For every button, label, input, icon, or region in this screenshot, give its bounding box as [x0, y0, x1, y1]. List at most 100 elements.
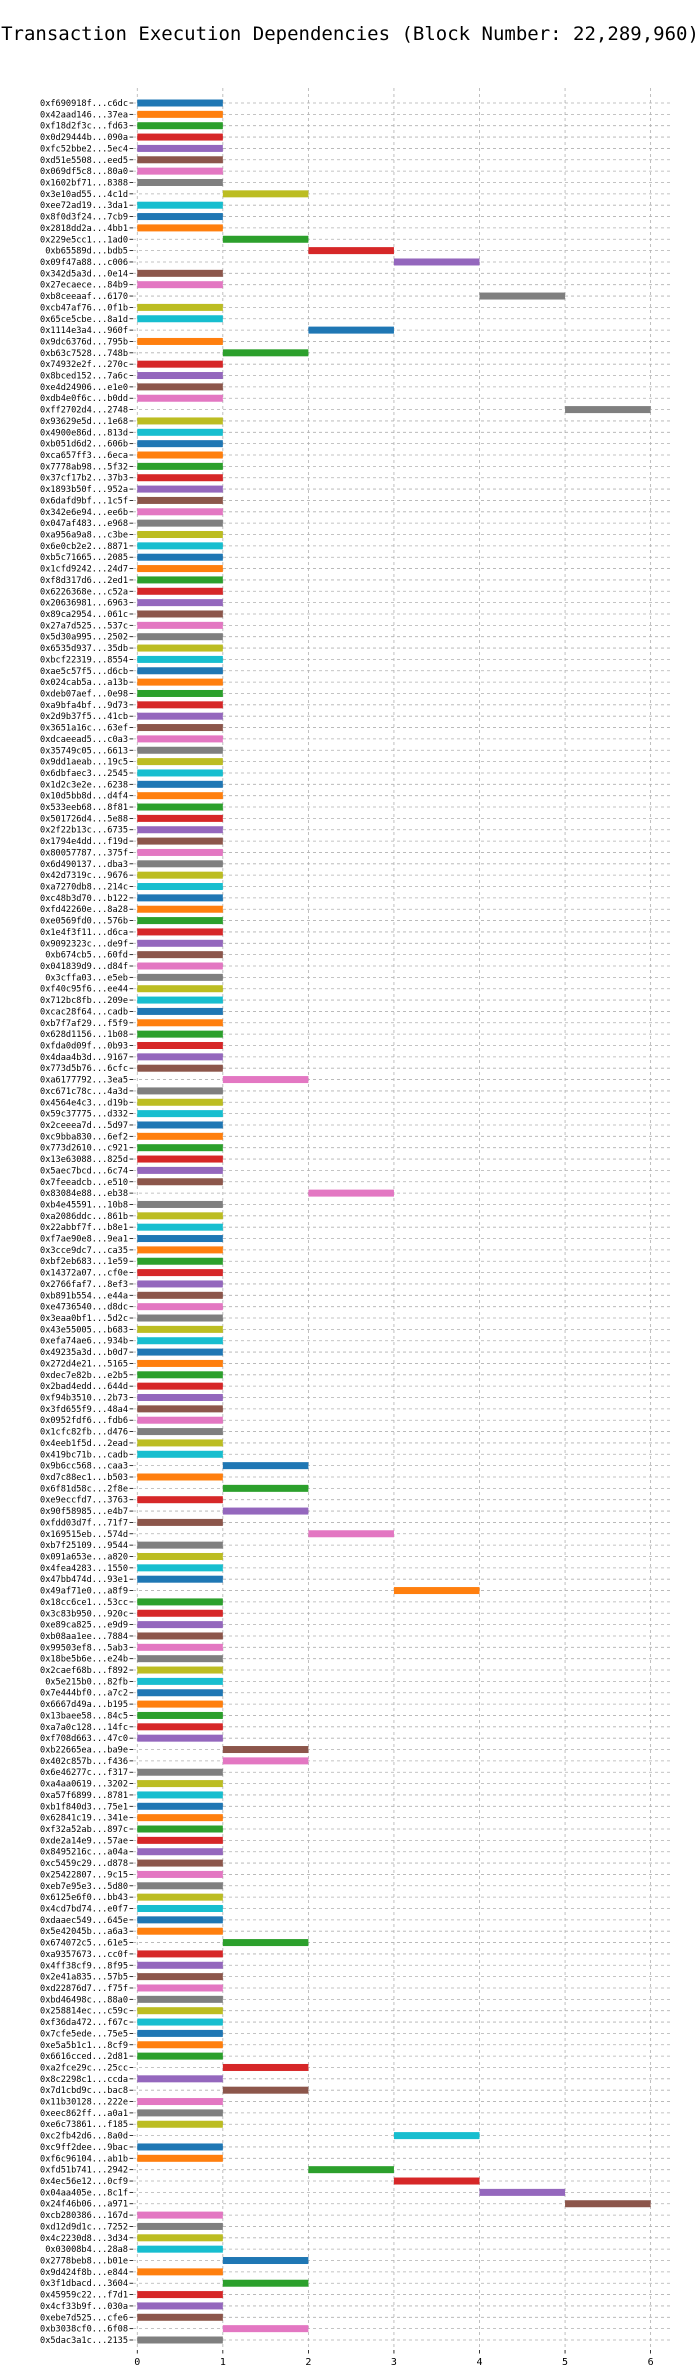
transaction-bar	[137, 1621, 223, 1629]
transaction-label: 0x6535d937...35db	[40, 644, 128, 654]
transaction-bar	[137, 2302, 223, 2310]
transaction-label: 0x8c2298c1...ccda	[40, 2075, 128, 2085]
transaction-bar	[137, 996, 223, 1004]
transaction-bar	[137, 1359, 223, 1367]
transaction-bar	[137, 1110, 223, 1118]
transaction-bar	[137, 440, 223, 448]
transaction-bar	[137, 201, 223, 209]
transaction-bar	[137, 99, 223, 107]
transaction-bar	[222, 2063, 309, 2071]
transaction-label: 0x27ecaece...84b9	[40, 281, 128, 291]
transaction-bar	[222, 2086, 309, 2094]
x-tick-label: 4	[476, 2357, 482, 2368]
transaction-label: 0x1d2c3e2e...6238	[40, 780, 128, 790]
transaction-bar	[137, 1416, 223, 1424]
transaction-label: 0xa4aa0619...3202	[40, 1780, 128, 1790]
transaction-bar	[137, 553, 223, 561]
transaction-bar	[137, 1768, 223, 1776]
transaction-bar	[137, 451, 223, 459]
transaction-bar	[137, 1927, 223, 1935]
transaction-label: 0xfdd03d7f...71f7	[40, 1518, 128, 1528]
transaction-label: 0x229e5cc1...1ad0	[40, 235, 128, 245]
transaction-label: 0xd12d9d1c...7252	[40, 2222, 128, 2232]
transaction-bar	[137, 1132, 223, 1140]
transaction-label: 0xdb4e0f6c...b0dd	[40, 394, 128, 404]
transaction-bar	[137, 1961, 223, 1969]
transaction-label: 0x2818dd2a...4bb1	[40, 224, 128, 234]
bars	[137, 99, 651, 2344]
transaction-label: 0xf40c95f6...ee44	[40, 985, 128, 995]
transaction-bar	[137, 1439, 223, 1447]
transaction-bar	[137, 2143, 223, 2151]
transaction-label: 0x24f46b06...a971	[40, 2200, 128, 2210]
transaction-bar	[137, 2052, 223, 2060]
transaction-bar	[137, 2234, 223, 2242]
transaction-bar	[137, 1666, 223, 1674]
transaction-bar	[137, 1178, 223, 1186]
transaction-bar	[137, 962, 223, 970]
transaction-bar	[393, 2177, 480, 2185]
transaction-label: 0xe4736540...d8dc	[40, 1303, 128, 1313]
transaction-label: 0xeb7e95e3...5d80	[40, 1882, 128, 1892]
chart-title: Transaction Execution Dependencies (Bloc…	[1, 23, 699, 45]
transaction-bar	[137, 746, 223, 754]
transaction-bar	[137, 2222, 223, 2230]
transaction-bar	[393, 1587, 480, 1595]
transaction-label: 0xa9357673...cc0f	[40, 1950, 128, 1960]
transaction-bar	[137, 2245, 223, 2253]
transaction-label: 0xde2a14e9...57ae	[40, 1836, 128, 1846]
transaction-label: 0x7778ab98...5f32	[40, 462, 128, 472]
transaction-label: 0xf94b3510...2b73	[40, 1394, 128, 1404]
transaction-bar	[137, 644, 223, 652]
x-tick-label: 1	[220, 2357, 226, 2368]
transaction-label: 0x069df5c8...80a0	[40, 167, 128, 177]
transaction-bar	[137, 837, 223, 845]
transaction-label: 0x65ce5cbe...8a1d	[40, 315, 128, 325]
transaction-bar	[137, 496, 223, 504]
transaction-bar	[222, 190, 309, 198]
transaction-bar	[137, 2336, 223, 2344]
transaction-bar	[137, 417, 223, 425]
transaction-bar	[137, 1825, 223, 1833]
transaction-bar	[137, 1428, 223, 1436]
transaction-bar	[137, 826, 223, 834]
transaction-label: 0xa956a9a8...c3be	[40, 531, 128, 541]
transaction-label: 0x533eeb68...8f81	[40, 803, 128, 813]
transaction-bar	[137, 1677, 223, 1685]
transaction-bar	[137, 587, 223, 595]
transaction-label: 0x13baee58...84c5	[40, 1711, 128, 1721]
transaction-label: 0x4cf33b9f...030a	[40, 2302, 128, 2312]
transaction-label: 0xb4e45591...10b8	[40, 1200, 128, 1210]
transaction-label: 0x5dac3a1c...2135	[40, 2336, 128, 2346]
transaction-label: 0x4cd7bd74...e0f7	[40, 1904, 128, 1914]
transaction-label: 0x6667d49a...b195	[40, 1700, 128, 1710]
transaction-label: 0x3eaa0bf1...5d2c	[40, 1314, 128, 1324]
transaction-label: 0x90f58985...e4b7	[40, 1507, 128, 1517]
transaction-bar	[222, 1462, 309, 1470]
transaction-label: 0x7e444bf0...a7c2	[40, 1689, 128, 1699]
transaction-bar	[479, 2188, 566, 2196]
transaction-label: 0xc2fb42d6...8a0d	[40, 2132, 128, 2142]
transaction-bar	[137, 1734, 223, 1742]
transaction-bar	[137, 848, 223, 856]
transaction-label: 0xc671c78c...4a3d	[40, 1087, 128, 1097]
transaction-label: 0x1e4f3f11...d6ca	[40, 928, 128, 938]
transaction-label: 0x169515eb...574d	[40, 1530, 128, 1540]
transaction-label: 0x402c857b...f436	[40, 1757, 128, 1767]
transaction-label: 0x1602bf71...8388	[40, 178, 128, 188]
transaction-label: 0xc48b3d70...b122	[40, 894, 128, 904]
transaction-label: 0x3c83b950...920c	[40, 1609, 128, 1619]
transaction-label: 0x0d29444b...090a	[40, 133, 128, 143]
transaction-bar	[137, 1348, 223, 1356]
transaction-label: 0x45959c22...f7d1	[40, 2291, 128, 2301]
transaction-bar	[137, 667, 223, 675]
transaction-bar	[222, 1507, 309, 1515]
transaction-bar	[137, 1632, 223, 1640]
transaction-label: 0x11b30128...222e	[40, 2098, 128, 2108]
transaction-bar	[137, 701, 223, 709]
x-tick-label: 3	[391, 2357, 397, 2368]
transaction-label: 0x49af71e0...a8f9	[40, 1587, 128, 1597]
transaction-label: 0xfd42260e...8a28	[40, 905, 128, 915]
transaction-label: 0x42d7319c...9676	[40, 871, 128, 881]
transaction-bar	[137, 1814, 223, 1822]
